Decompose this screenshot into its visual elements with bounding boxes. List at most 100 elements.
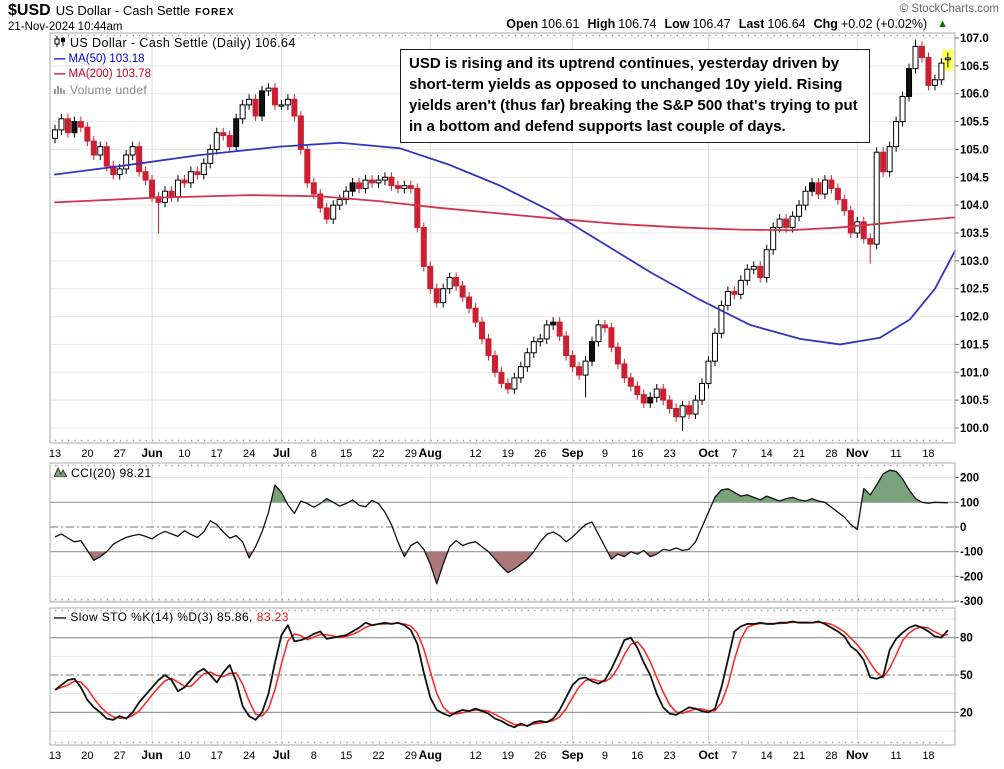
change-up-triangle-icon: ▲ (937, 18, 948, 30)
ma200-line (54, 194, 956, 232)
date-axis-label: Aug (419, 748, 442, 762)
cci-axis-label: 100 (960, 497, 979, 509)
cci-area-icon (53, 466, 68, 480)
date-axis-label: 20 (81, 750, 93, 762)
date-axis-label: 23 (664, 448, 676, 460)
date-axis-label: 10 (178, 750, 190, 762)
exchange-label: FOREX (195, 7, 235, 18)
date-axis-label: 26 (534, 750, 546, 762)
price-axis-label: 100.0 (960, 423, 989, 435)
legend-ma50: — MA(50) 103.18 (54, 52, 296, 68)
date-axis-label: 13 (49, 750, 61, 762)
sto-k-line (54, 620, 949, 729)
price-axis-label: 106.0 (960, 89, 989, 101)
sto-axis-label: 80 (960, 633, 973, 645)
date-axis-label: 9 (602, 448, 608, 460)
price-axis-label: 100.5 (960, 395, 989, 407)
date-axis-label: Jul (273, 748, 290, 762)
date-axis-label: 7 (731, 448, 737, 460)
date-axis-label: 14 (761, 448, 773, 460)
sto-legend-label: Slow STO %K(14) %D(3) 85.86, (70, 610, 253, 624)
quote-summary: Open 106.61 High 106.74 Low 106.47 Last 106.… (506, 17, 948, 31)
legend-instrument: US Dollar - Cash Settle (Daily) 106.64 (54, 36, 296, 52)
price-axis-label: 101.0 (960, 367, 989, 379)
date-axis-label: 9 (602, 750, 608, 762)
legend-ma200: — MA(200) 103.78 (54, 67, 296, 83)
sto-panel-border (49, 607, 956, 746)
cci-oversold-fill (88, 551, 660, 584)
price-legend: US Dollar - Cash Settle (Daily) 106.64 —… (54, 36, 296, 98)
date-axis-label: 11 (890, 750, 901, 762)
date-axis-label: 22 (372, 750, 384, 762)
date-axis-label: 11 (890, 448, 901, 460)
date-axis-label: 21 (793, 448, 805, 460)
quote-open: Open 106.61 (506, 17, 580, 31)
ticker-symbol: $USD (8, 2, 51, 19)
cci-panel-border (49, 462, 956, 603)
cci-axis-label: -200 (960, 571, 983, 583)
price-axis-label: 104.5 (960, 172, 989, 184)
date-axis-label: 12 (469, 448, 481, 460)
date-axis-label: 26 (534, 448, 546, 460)
legend-volume: Volume undef (54, 83, 296, 99)
date-axis-label: Sep (562, 748, 584, 762)
volume-bars-icon (54, 83, 66, 99)
date-axis-label: 12 (469, 750, 481, 762)
date-axis-label: 24 (243, 448, 255, 460)
date-axis-label: 22 (372, 448, 384, 460)
date-axis-label: 29 (405, 750, 417, 762)
cci-legend-label: CCI(20) 98.21 (71, 466, 152, 480)
cci-axis-label: 0 (960, 522, 966, 534)
date-axis-label: 15 (340, 448, 352, 460)
copyright-notice: © StockCharts.com (899, 3, 999, 15)
sto-k-swatch-icon: — (54, 610, 67, 624)
ma200-swatch-icon: — (54, 68, 66, 80)
date-axis-label: 16 (631, 750, 643, 762)
date-axis-label: 14 (761, 750, 773, 762)
sto-axis-label: 50 (960, 670, 973, 682)
sto-legend: — Slow STO %K(14) %D(3) 85.86, 83.23 (54, 610, 289, 624)
chart-datetime: 21-Nov-2024 10:44am (8, 21, 123, 33)
price-panel-border (49, 32, 956, 444)
date-axis-label: 28 (825, 448, 837, 460)
ma50-swatch-icon: — (54, 52, 66, 65)
date-axis-label: 19 (502, 750, 514, 762)
date-axis-label: 21 (793, 750, 805, 762)
price-axis-label: 105.0 (960, 144, 989, 156)
ma50-line (54, 141, 956, 346)
date-axis-label: 17 (211, 448, 223, 460)
date-axis-label: 27 (114, 750, 126, 762)
date-axis-label: Jul (273, 446, 290, 460)
candlesticks (52, 39, 954, 431)
date-axis-label: 16 (631, 448, 643, 460)
date-axis-label: 27 (114, 448, 126, 460)
sto-d-value: 83.23 (256, 610, 289, 624)
date-axis-label: 23 (664, 750, 676, 762)
date-axis-label: 15 (340, 750, 352, 762)
date-axis-label: 24 (243, 750, 255, 762)
date-axis-label: Nov (846, 446, 869, 460)
price-axis-label: 107.0 (960, 33, 989, 45)
instrument-name: US Dollar - Cash Settle (55, 3, 191, 18)
quote-high: High 106.74 (587, 17, 657, 31)
cci-legend: CCI(20) 98.21 (53, 466, 152, 480)
date-axis-label: 18 (922, 750, 934, 762)
cci-axis-label: -100 (960, 547, 983, 559)
date-axis-label: Aug (419, 446, 442, 460)
sto-axis-label: 20 (960, 707, 973, 719)
axes: 107.0 106.5 106.0 105.5 105.0 104.5 104.0 103.5… (49, 32, 989, 762)
quote-change: Chg +0.02 (+0.02%) (813, 17, 928, 31)
quote-last: Last 106.64 (738, 17, 806, 31)
price-axis-label: 101.5 (960, 339, 989, 351)
date-axis-label: Oct (698, 748, 718, 762)
cci-axis-label: 200 (960, 473, 979, 485)
price-axis-label: 104.0 (960, 200, 989, 212)
date-axis-label: Sep (562, 446, 584, 460)
price-axis-label: 102.0 (960, 312, 989, 324)
date-axis-label: Jun (141, 748, 162, 762)
analyst-annotation: USD is rising and its uptrend continues,… (400, 49, 870, 143)
date-axis-label: 13 (49, 448, 61, 460)
date-axis-label: 8 (311, 750, 317, 762)
legend-instrument-label: US Dollar - Cash Settle (Daily) 106.64 (70, 36, 296, 50)
